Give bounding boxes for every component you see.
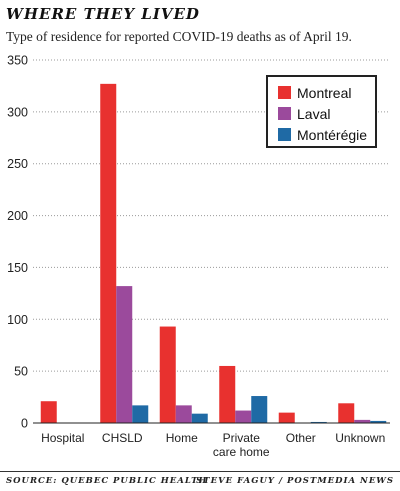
bar-montérégie-2 xyxy=(191,413,208,423)
x-tick-label-4-0: Other xyxy=(286,431,316,445)
x-tick-label-0-0: Hospital xyxy=(41,431,84,445)
y-axis: 0 50 100 150 200 250 300 350 xyxy=(7,54,28,431)
legend-item-monteregie: Montérégie xyxy=(278,124,375,145)
legend-label-laval: Laval xyxy=(297,105,331,122)
bar-montreal-2 xyxy=(159,326,176,423)
y-tick-label-150: 150 xyxy=(7,261,28,275)
legend-label-montreal: Montreal xyxy=(297,84,352,101)
legend-swatch-laval xyxy=(278,107,291,120)
x-tick-label-5-0: Unknown xyxy=(335,431,385,445)
x-tick-label-2-0: Home xyxy=(166,431,198,445)
bar-montérégie-1 xyxy=(132,405,149,423)
bar-laval-3 xyxy=(235,410,252,423)
legend-item-montreal: Montreal xyxy=(278,82,375,103)
footer-credit: STEVE FAGUY / POSTMEDIA NEWS xyxy=(196,476,394,486)
bar-montérégie-4 xyxy=(310,421,327,423)
legend: Montreal Laval Montérégie xyxy=(266,75,377,148)
y-tick-label-100: 100 xyxy=(7,313,28,327)
legend-swatch-monteregie xyxy=(278,128,291,141)
bar-montreal-4 xyxy=(278,412,295,423)
bar-montreal-1 xyxy=(100,83,117,424)
chart-title: WHERE THEY LIVED xyxy=(6,5,200,23)
bar-laval-5 xyxy=(354,419,371,423)
bar-montreal-5 xyxy=(338,403,355,423)
chart-subtitle: Type of residence for reported COVID-19 … xyxy=(6,29,352,44)
footer-rule xyxy=(0,471,400,472)
bars xyxy=(40,83,387,424)
y-tick-label-300: 300 xyxy=(7,105,28,119)
bar-montreal-3 xyxy=(219,365,236,423)
y-tick-label-50: 50 xyxy=(14,365,28,379)
legend-label-monteregie: Montérégie xyxy=(297,126,368,143)
bar-montreal-0 xyxy=(40,401,57,423)
bar-laval-1 xyxy=(116,286,133,423)
x-tick-label-3-1: care home xyxy=(213,445,270,459)
legend-swatch-montreal xyxy=(278,86,291,99)
legend-item-laval: Laval xyxy=(278,103,375,124)
bar-montérégie-5 xyxy=(370,420,387,423)
bar-montérégie-3 xyxy=(251,396,268,423)
bar-chart: 0 50 100 150 200 250 300 350 Hospital CHSLD Home P… xyxy=(7,54,390,459)
bar-laval-2 xyxy=(175,405,192,423)
y-tick-label-350: 350 xyxy=(7,54,28,68)
x-tick-label-3-0: Private xyxy=(223,431,261,445)
y-tick-label-250: 250 xyxy=(7,157,28,171)
y-tick-label-0: 0 xyxy=(21,417,28,431)
x-tick-label-1-0: CHSLD xyxy=(102,431,143,445)
y-tick-label-200: 200 xyxy=(7,209,28,223)
footer-source: SOURCE: QUEBEC PUBLIC HEALTH xyxy=(6,476,208,486)
